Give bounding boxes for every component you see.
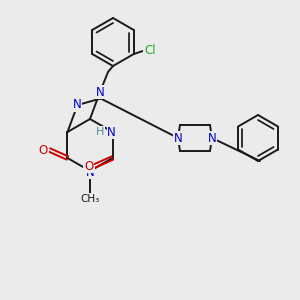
Text: H: H — [96, 127, 105, 137]
Text: O: O — [39, 143, 48, 157]
Text: N: N — [73, 98, 82, 112]
Text: O: O — [84, 160, 93, 172]
Text: Cl: Cl — [144, 44, 156, 56]
Text: N: N — [107, 125, 116, 139]
Text: N: N — [208, 131, 216, 145]
Text: N: N — [96, 85, 104, 98]
Text: N: N — [174, 131, 182, 145]
Text: CH₃: CH₃ — [80, 194, 100, 204]
Text: N: N — [85, 166, 94, 178]
